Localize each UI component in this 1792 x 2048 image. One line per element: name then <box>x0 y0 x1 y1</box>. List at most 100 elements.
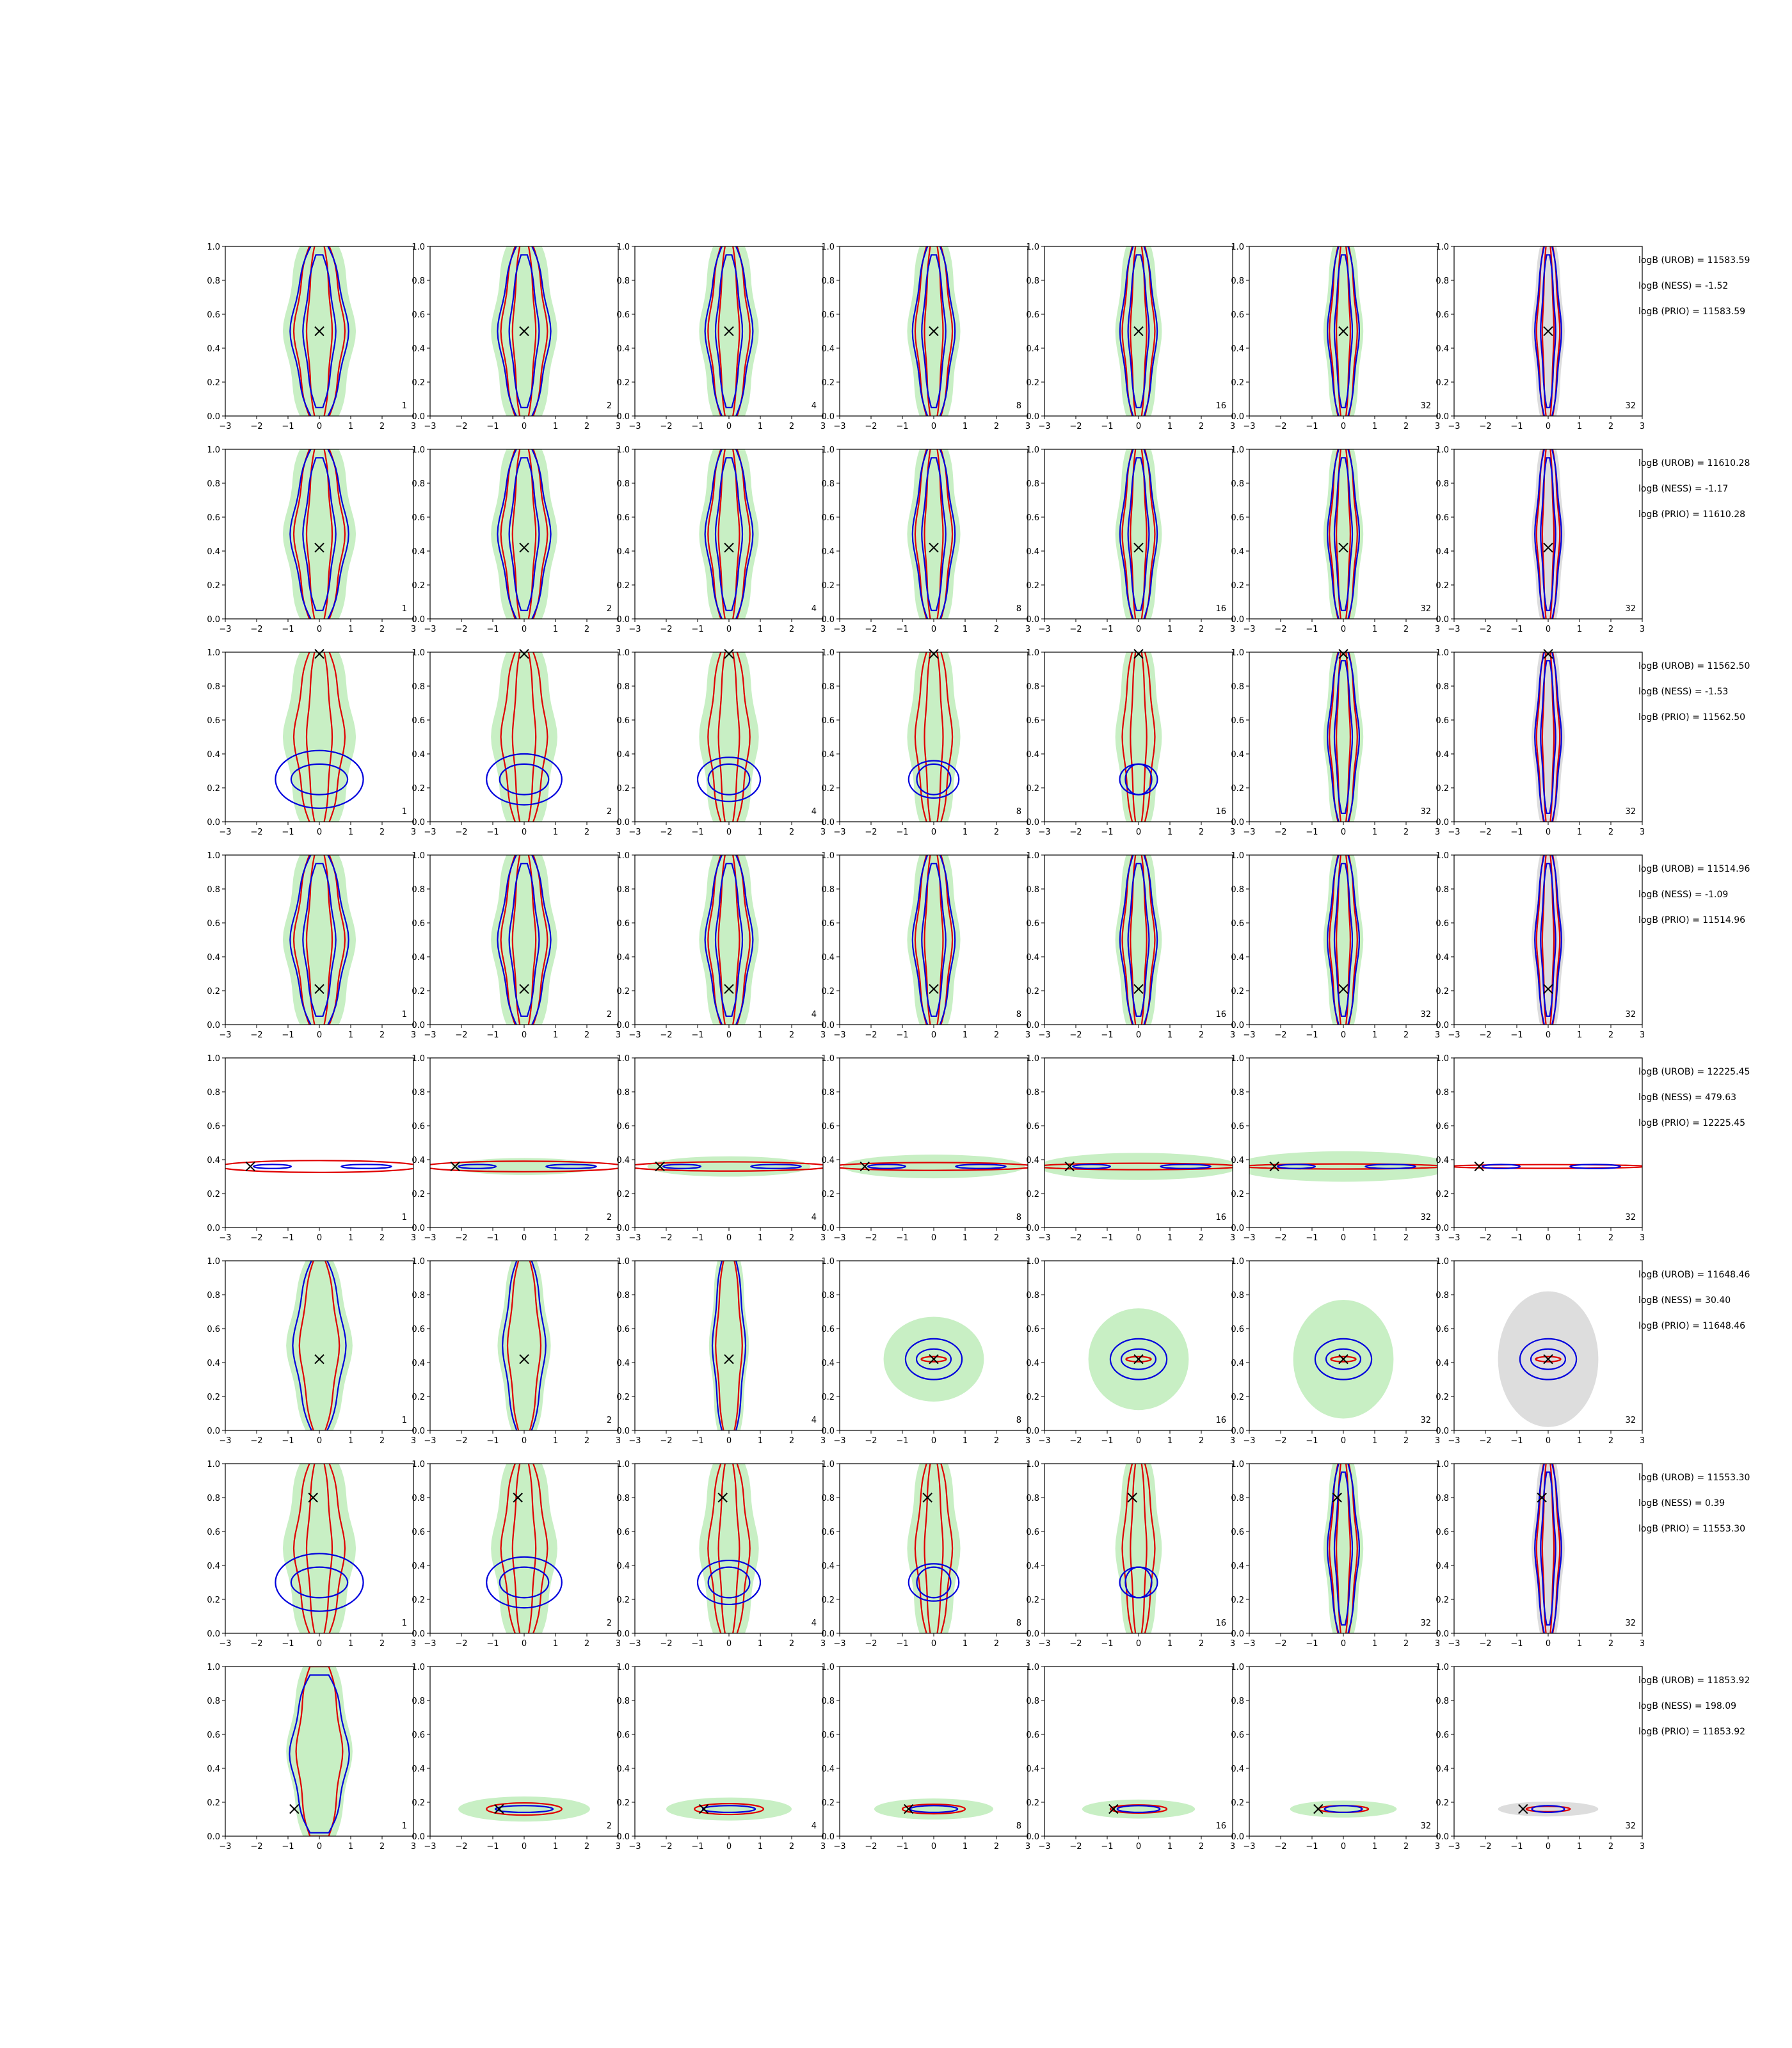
x-tick-label: 0 <box>1546 625 1551 634</box>
x-tick-label: −3 <box>424 1030 436 1040</box>
blue-contour-outer <box>289 449 349 619</box>
blue-contour-outer <box>1534 652 1562 822</box>
y-tick-label: 1.0 <box>1436 648 1449 658</box>
x-tick-label: 1 <box>1577 1030 1582 1040</box>
x-tick-label: 2 <box>789 1639 794 1649</box>
green-density <box>1249 1151 1437 1182</box>
panel-label: 4 <box>812 401 817 411</box>
y-tick-label: 1.0 <box>1231 1054 1244 1064</box>
y-tick-label: 0.0 <box>1231 412 1244 422</box>
blue-contour-right <box>1364 1164 1416 1169</box>
y-tick-label: 0.8 <box>412 276 425 286</box>
y-tick-label: 0.0 <box>1231 818 1244 828</box>
true-value-marker <box>929 542 939 553</box>
red-contour-inner <box>1541 449 1555 619</box>
blue-contour-inner <box>302 254 337 408</box>
x-tick-label: 0 <box>1341 1436 1346 1446</box>
x-tick-label: 1 <box>348 1639 353 1649</box>
y-tick-label: 0.8 <box>821 1088 835 1098</box>
x-tick-label: −1 <box>486 828 499 837</box>
contour-layer <box>907 855 961 1025</box>
x-tick-label: 1 <box>553 1030 558 1040</box>
x-tick-label: 1 <box>963 422 968 431</box>
y-tick-label: 0.2 <box>207 378 220 388</box>
x-tick-label: −2 <box>1069 1233 1082 1243</box>
x-tick-label: −3 <box>1243 1030 1255 1040</box>
axes-frame <box>839 1057 1028 1228</box>
stat-text-r8-2: logB (NESS) = 198.09 <box>1638 1701 1736 1711</box>
blue-contour-outer <box>1326 652 1361 822</box>
contour-layer <box>1115 1464 1162 1633</box>
y-tick-label: 1.0 <box>1026 648 1039 658</box>
y-tick-label: 1.0 <box>1026 1663 1039 1672</box>
y-tick-label: 0.8 <box>1026 1291 1039 1300</box>
x-tick-label: −1 <box>1306 1639 1318 1649</box>
x-tick-label: −2 <box>455 422 467 431</box>
panel-r2-c1: −3 −2 −1 0 1 2 3 0.0 0.2 0.4 0.6 0.8 1.0 1 <box>207 445 416 634</box>
y-tick-label: 0.4 <box>1026 1359 1039 1368</box>
y-tick-label: 0.2 <box>1436 1190 1449 1199</box>
x-tick-label: 3 <box>616 625 621 634</box>
x-tick-label: −3 <box>833 422 845 431</box>
x-tick-label: −1 <box>691 1030 703 1040</box>
red-contour-outer <box>914 855 954 1025</box>
y-tick-label: 1.0 <box>616 1663 630 1672</box>
x-tick-label: 1 <box>1577 1233 1582 1243</box>
y-tick-label: 0.8 <box>1231 1291 1244 1300</box>
blue-contour-inner <box>302 457 337 611</box>
contour-layer <box>907 1464 961 1633</box>
blue-contour-outer <box>289 246 349 416</box>
stat-text-r2-3: logB (PRIO) = 11610.28 <box>1638 509 1745 520</box>
x-tick-label: 3 <box>1025 828 1030 837</box>
y-tick-label: 0.8 <box>1231 479 1244 489</box>
y-tick-label: 0.0 <box>616 1629 630 1639</box>
y-tick-label: 0.2 <box>207 1190 220 1199</box>
x-tick-label: 2 <box>789 422 794 431</box>
panel-r2-c4: −3 −2 −1 0 1 2 30.00.20.40.60.81.08 <box>821 445 1030 634</box>
true-value-marker <box>519 648 529 659</box>
y-tick-label: 0.0 <box>1231 1021 1244 1030</box>
contour-layer <box>840 1155 1028 1179</box>
x-tick-label: 0 <box>726 1436 732 1446</box>
panel-label: 8 <box>1016 1619 1021 1628</box>
panel-label: 2 <box>607 1010 612 1020</box>
y-tick-label: 0.8 <box>1436 1697 1449 1706</box>
x-tick-label: 2 <box>1199 828 1204 837</box>
y-tick-label: 0.2 <box>412 1798 425 1808</box>
blue-contour <box>1324 1805 1363 1814</box>
panel-r4-c1: −3 −2 −1 0 1 2 3 0.0 0.2 0.4 0.6 0.8 1.0 1 <box>207 851 416 1040</box>
y-tick-label: 0.4 <box>1026 344 1039 354</box>
x-tick-label: 3 <box>1640 625 1645 634</box>
blue-contour-inner <box>508 863 540 1017</box>
red-contour-inner <box>1130 449 1148 619</box>
y-tick-label: 0.8 <box>412 682 425 692</box>
red-contour-outer <box>1329 246 1358 416</box>
x-tick-label: −3 <box>424 625 436 634</box>
x-tick-label: −1 <box>282 1233 294 1243</box>
blue-contour-left <box>662 1164 701 1169</box>
x-tick-label: −2 <box>455 1233 467 1243</box>
blue-contour-right <box>340 1164 392 1169</box>
x-tick-label: 1 <box>963 625 968 634</box>
red-contour <box>1125 1356 1152 1363</box>
red-contour-outer <box>500 449 548 619</box>
y-tick-label: 0.8 <box>1436 276 1449 286</box>
x-tick-label: −3 <box>1448 1842 1460 1852</box>
y-tick-label: 0.2 <box>821 378 835 388</box>
y-tick-label: 0.4 <box>616 547 630 557</box>
blue-contour-inner <box>1540 660 1556 814</box>
x-tick-label: 2 <box>994 1030 999 1040</box>
y-tick-label: 0.0 <box>207 1224 220 1233</box>
x-tick-label: −2 <box>250 1233 262 1243</box>
x-tick-label: 2 <box>1199 1030 1204 1040</box>
x-tick-label: −1 <box>1306 1436 1318 1446</box>
y-tick-label: 0.0 <box>1231 615 1244 625</box>
y-tick-label: 0.6 <box>616 919 630 929</box>
y-tick-label: 0.2 <box>616 1393 630 1402</box>
x-tick-label: −3 <box>1243 1842 1255 1852</box>
red-contour-inner <box>717 1464 740 1633</box>
x-tick-label: −3 <box>833 1436 845 1446</box>
stat-text-r1-2: logB (NESS) = -1.52 <box>1638 281 1728 291</box>
blue-contour-outer <box>1119 246 1158 416</box>
x-tick-label: 0 <box>1546 1842 1551 1852</box>
